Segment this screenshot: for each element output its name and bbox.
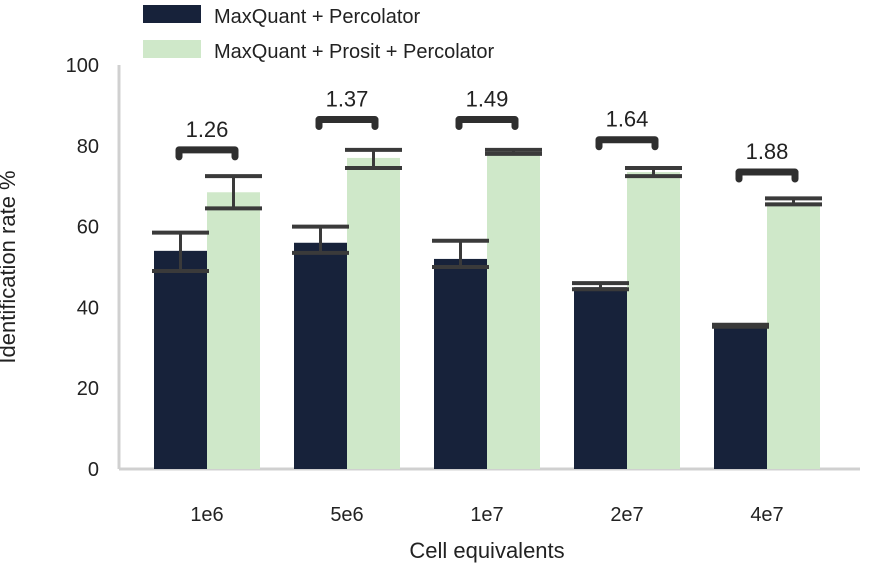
significance-bracket-1e6 <box>175 146 239 161</box>
y-axis-title: Identification rate % <box>0 170 20 363</box>
bar-series2-1e6 <box>207 192 260 469</box>
x-tick-label-1e7: 1e7 <box>470 504 503 526</box>
ratio-annotations: 1.26 1.37 1.49 1.64 1.88 <box>175 87 799 183</box>
y-tick-label-100: 100 <box>66 55 99 77</box>
y-tick-labels: 0 20 40 60 80 100 <box>66 55 99 481</box>
significance-bracket-4e7 <box>735 168 799 183</box>
bar-series2-2e7 <box>627 172 680 469</box>
x-tick-label-4e7: 4e7 <box>750 504 783 526</box>
legend: MaxQuant + Percolator MaxQuant + Prosit … <box>143 5 494 63</box>
significance-bracket-5e6 <box>315 116 379 131</box>
error-bars <box>152 147 822 329</box>
bar-series2-4e7 <box>767 202 820 470</box>
bar-series1-2e7 <box>574 287 627 469</box>
x-tick-label-5e6: 5e6 <box>330 504 363 526</box>
legend-swatch-maxquant-percolator <box>143 5 201 23</box>
bar-series1-4e7 <box>714 325 767 469</box>
bar-series1-5e6 <box>294 242 347 469</box>
x-tick-labels: 1e6 5e6 1e7 2e7 4e7 <box>190 504 783 526</box>
x-tick-label-2e7: 2e7 <box>610 504 643 526</box>
y-tick-label-20: 20 <box>77 378 99 400</box>
bars <box>154 151 820 470</box>
significance-bracket-2e7 <box>595 136 659 151</box>
ratio-label-4e7: 1.88 <box>746 139 789 164</box>
y-tick-label-40: 40 <box>77 297 99 319</box>
bar-series2-1e7 <box>487 151 540 470</box>
ratio-label-1e7: 1.49 <box>466 87 509 112</box>
y-tick-label-0: 0 <box>88 459 99 481</box>
ratio-label-2e7: 1.64 <box>606 107 649 132</box>
x-tick-label-1e6: 1e6 <box>190 504 223 526</box>
y-tick-label-60: 60 <box>77 217 99 239</box>
legend-swatch-maxquant-prosit-percolator <box>143 40 201 58</box>
y-tick-label-80: 80 <box>77 136 99 158</box>
legend-label-maxquant-prosit-percolator: MaxQuant + Prosit + Percolator <box>214 41 494 63</box>
ratio-label-1e6: 1.26 <box>186 117 229 142</box>
ratio-label-5e6: 1.37 <box>326 87 369 112</box>
significance-bracket-1e7 <box>455 116 519 131</box>
legend-label-maxquant-percolator: MaxQuant + Percolator <box>214 6 421 28</box>
bar-series1-1e6 <box>154 250 207 469</box>
bar-series1-1e7 <box>434 258 487 469</box>
x-axis-title: Cell equivalents <box>409 538 564 563</box>
bar-series2-5e6 <box>347 157 400 470</box>
